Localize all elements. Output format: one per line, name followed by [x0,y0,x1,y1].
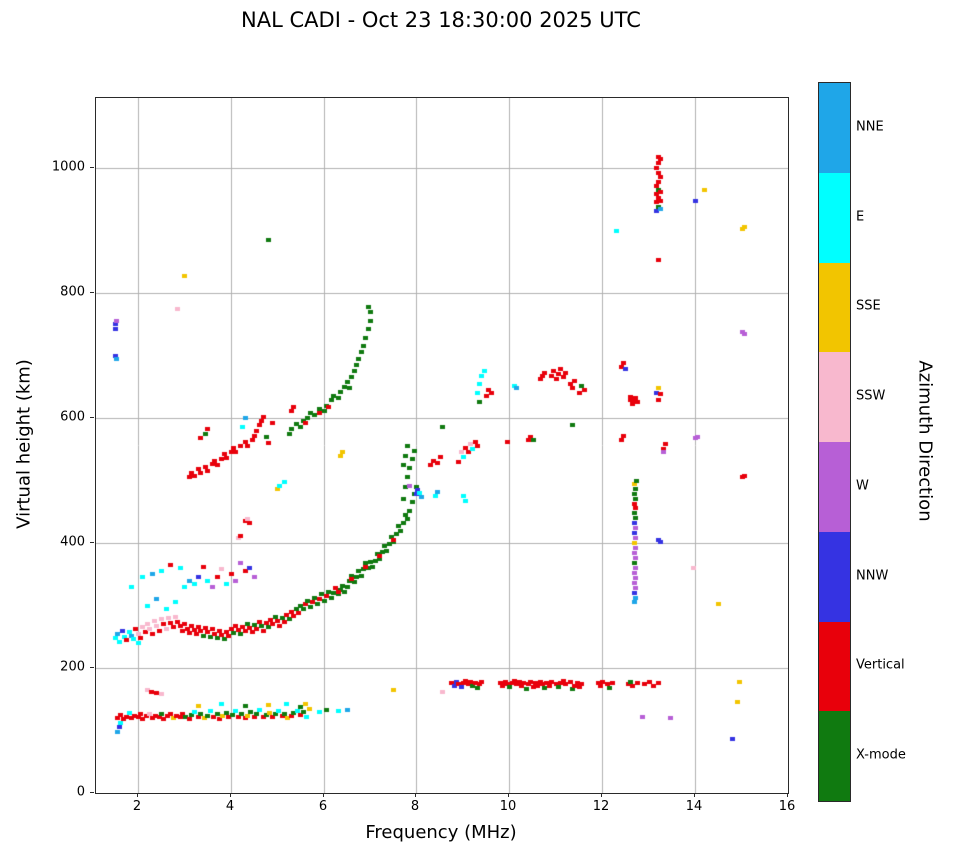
colorbar-tick-label: E [856,209,865,225]
x-axis-label: Frequency (MHz) [365,822,517,843]
colorbar-tick-label: X-mode [856,747,906,763]
colorbar-tick-label: W [856,478,869,494]
y-tick-mark [90,542,94,543]
colorbar-segment-sse [819,262,850,353]
x-tick-label: 12 [592,799,610,814]
x-tick-mark [601,793,602,797]
colorbar-segment-nne [819,83,850,173]
colorbar-segment-e [819,172,850,263]
y-tick-mark [90,417,94,418]
x-tick-label: 16 [778,799,796,814]
colorbar-axis-label: Azimuth Direction [914,360,936,522]
x-tick-mark [694,793,695,797]
colorbar-tick-label: SSE [856,298,881,314]
y-tick-label: 800 [60,284,85,300]
colorbar-segment-w [819,442,850,532]
colorbar-segment-vertical [819,621,850,712]
y-tick-mark [90,167,94,168]
x-tick-label: 10 [499,799,517,814]
x-tick-label: 6 [318,799,328,814]
x-tick-label: 14 [685,799,703,814]
x-tick-mark [415,793,416,797]
colorbar-segment-ssw [819,352,850,442]
x-tick-mark [508,793,509,797]
colorbar-tick-label: Vertical [856,657,905,673]
y-tick-label: 600 [60,409,85,425]
y-tick-mark [90,667,94,668]
colorbar-segment-x-mode [819,711,850,801]
colorbar [818,82,851,802]
x-tick-mark [323,793,324,797]
y-axis-label: Virtual height (km) [13,359,35,529]
colorbar-tick-label: NNW [856,568,889,584]
x-tick-mark [230,793,231,797]
y-tick-mark [90,792,94,793]
colorbar-tick-label: NNE [856,119,884,135]
y-tick-label: 0 [76,784,85,800]
y-tick-label: 1000 [51,159,85,175]
x-tick-label: 2 [132,799,142,814]
x-tick-mark [787,793,788,797]
y-tick-label: 400 [60,534,85,550]
y-tick-label: 200 [60,659,85,675]
x-tick-label: 8 [410,799,420,814]
x-tick-mark [137,793,138,797]
x-tick-label: 4 [225,799,235,814]
chart-title: NAL CADI - Oct 23 18:30:00 2025 UTC [241,8,641,32]
ionogram-canvas [96,98,788,793]
colorbar-segment-nnw [819,531,850,622]
colorbar-tick-label: SSW [856,388,886,404]
y-tick-mark [90,292,94,293]
plot-area [95,97,789,794]
